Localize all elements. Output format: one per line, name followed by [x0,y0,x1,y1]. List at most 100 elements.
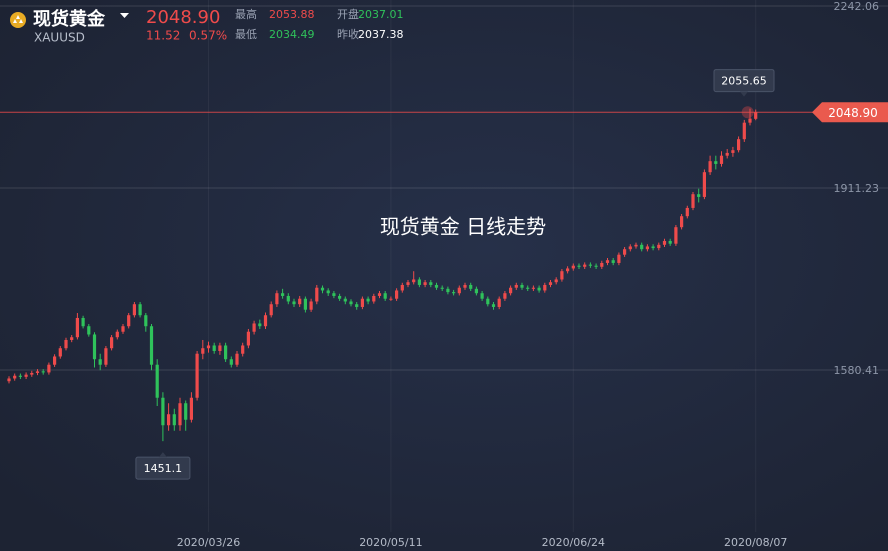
last-price: 2048.90 [146,7,220,28]
x-tick-label: 2020/06/24 [542,536,605,549]
candle-body [144,315,148,327]
last-price-tag [812,102,888,123]
low-marker-label: 1451.1 [144,462,183,475]
candle-body [474,288,478,294]
instrument-name[interactable]: 现货黄金 [33,8,106,30]
candle-body [224,345,228,360]
candle-body [115,331,119,338]
stat-value: 2037.38 [358,28,404,41]
last-price-tag-label: 2048.90 [828,106,878,120]
candle-body [7,378,11,382]
stat-value: 2037.01 [358,8,404,21]
candle-body [366,298,370,302]
candle-body [338,295,342,299]
candle-body [680,216,684,228]
candle-body [491,304,496,307]
candle-body [320,287,325,291]
overlay-layer: 2020/03/26 2020/05/11 2020/06/24 2020/08/07… [0,69,888,549]
candle-body [560,271,564,280]
candle-body [149,326,154,365]
instrument-symbol: XAUUSD [34,31,85,45]
candle-body [719,155,724,164]
candle-body [98,359,102,365]
candle-body [731,150,735,153]
candle-body [372,295,376,302]
candle-body [714,161,718,164]
candle-body [298,298,302,305]
candle-body [110,337,114,349]
stat-label: 最高 [235,7,257,21]
candle-body [24,374,28,377]
candle-body [691,194,695,208]
candle-body [417,279,421,285]
dropdown-arrow[interactable] [120,13,129,18]
stat-value: 2053.88 [269,8,315,21]
candle-body [389,298,393,300]
candle-body [434,284,439,288]
candle-body [503,293,507,299]
x-tick-label: 2020/05/11 [359,536,422,549]
candle-body [605,260,610,263]
candle-body [554,279,558,283]
candle-body [58,348,62,357]
gold-icon [10,12,26,28]
x-tick-label: 2020/03/26 [177,536,240,549]
candle-body [343,298,347,302]
candle-body [189,397,193,420]
candle-body [423,282,427,285]
candle-body [406,282,410,285]
candle-body [645,246,649,250]
candle-body [229,359,233,365]
candle-body [155,364,159,398]
candle-body [600,262,604,267]
candle-body [537,287,541,291]
candle-body [395,290,399,299]
candle-body [53,356,57,365]
candle-body [263,315,268,327]
candle-body [360,298,364,307]
candle-body [138,304,142,316]
candle-body [531,287,535,289]
candle-body [132,304,136,316]
candle-body [303,298,307,310]
candle-body [218,345,222,351]
candle-body [212,345,216,351]
candle-body [172,414,176,426]
candle-body [748,118,752,123]
candle-body [548,282,553,285]
stat-value: 2034.49 [269,28,315,41]
candle-body [623,249,627,255]
candle-body [281,293,285,296]
candle-body [252,323,256,332]
candle-body [446,288,450,293]
candle-body [206,345,211,349]
candle-body [286,295,290,302]
candle-body [674,227,678,244]
candle-body [377,293,382,296]
candle-body [18,375,22,377]
candle-body [588,264,592,266]
candle-body [497,298,501,307]
high-marker-pointer [740,91,748,97]
candle-body [543,284,547,291]
candle-body [486,298,490,305]
stat-label: 最低 [235,28,257,41]
candle-body [315,287,319,302]
candle-body [275,293,279,305]
candle-body [64,339,68,349]
candle-body [35,371,40,373]
candle-body [326,290,330,294]
candle-body [383,293,387,299]
candle-layer [7,108,758,442]
candle-body [685,207,689,217]
candle-body [412,279,416,283]
candle-body [611,260,615,263]
candle-body [87,326,91,335]
candle-body [104,348,108,365]
candle-body [708,161,712,173]
candle-body [349,301,353,305]
candle-body [617,254,621,263]
candle-body [195,353,199,398]
candle-body [566,268,570,272]
candle-body [47,364,51,373]
